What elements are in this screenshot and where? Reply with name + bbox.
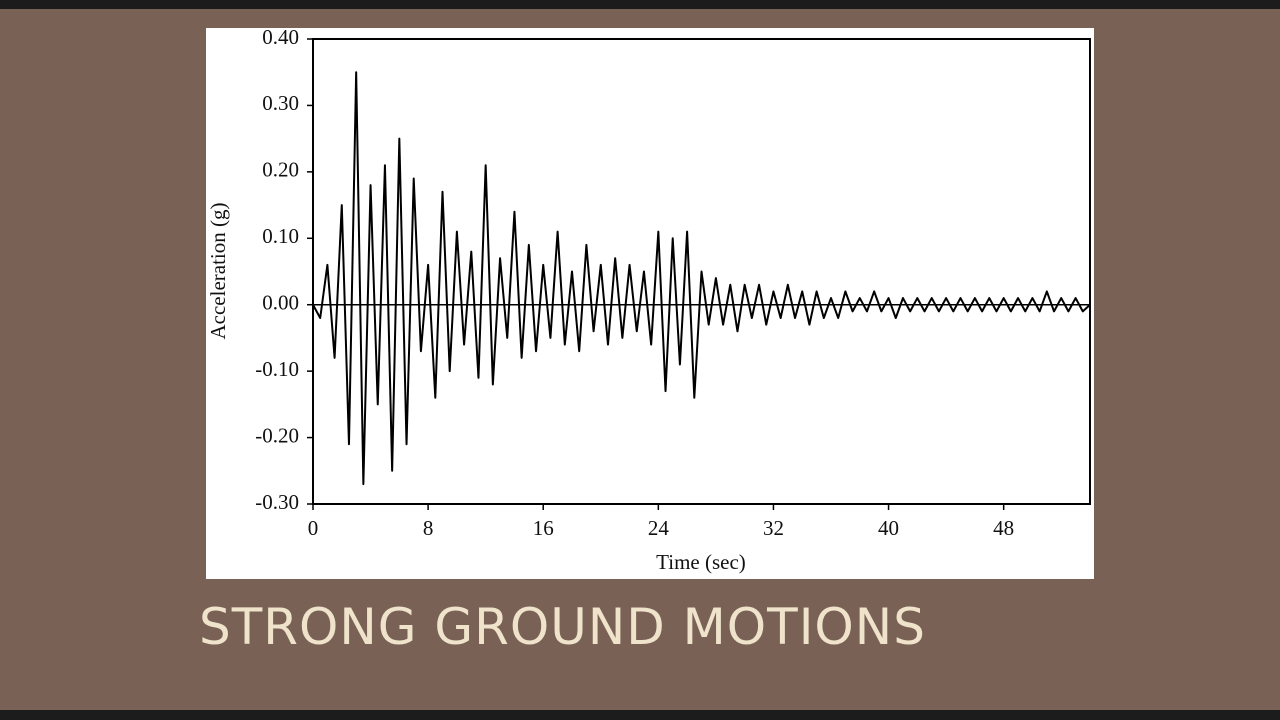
x-tick-label: 16 — [533, 516, 554, 540]
y-tick-label: 0.30 — [262, 91, 299, 115]
x-tick-label: 24 — [648, 516, 670, 540]
bottom-bar — [0, 710, 1280, 720]
y-tick-label: -0.30 — [255, 490, 299, 514]
slide-title: STRONG GROUND MOTIONS — [199, 598, 926, 656]
y-tick-label: 0.20 — [262, 158, 299, 182]
y-tick-label: -0.20 — [255, 423, 299, 447]
x-tick-label: 8 — [423, 516, 434, 540]
y-tick-label: 0.00 — [262, 291, 299, 315]
top-bar — [0, 0, 1280, 9]
chart-panel — [206, 28, 1094, 579]
x-tick-label: 0 — [308, 516, 319, 540]
x-axis-label: Time (sec) — [656, 550, 746, 574]
y-axis-label: Acceleration (g) — [206, 202, 230, 339]
plot-frame — [312, 38, 1091, 505]
x-tick-label: 32 — [763, 516, 784, 540]
x-tick-label: 40 — [878, 516, 899, 540]
y-tick-label: -0.10 — [255, 357, 299, 381]
y-tick-label: 0.10 — [262, 224, 299, 248]
y-tick-label: 0.40 — [262, 25, 299, 49]
x-tick-label: 48 — [993, 516, 1014, 540]
series-line — [312, 71, 1091, 486]
